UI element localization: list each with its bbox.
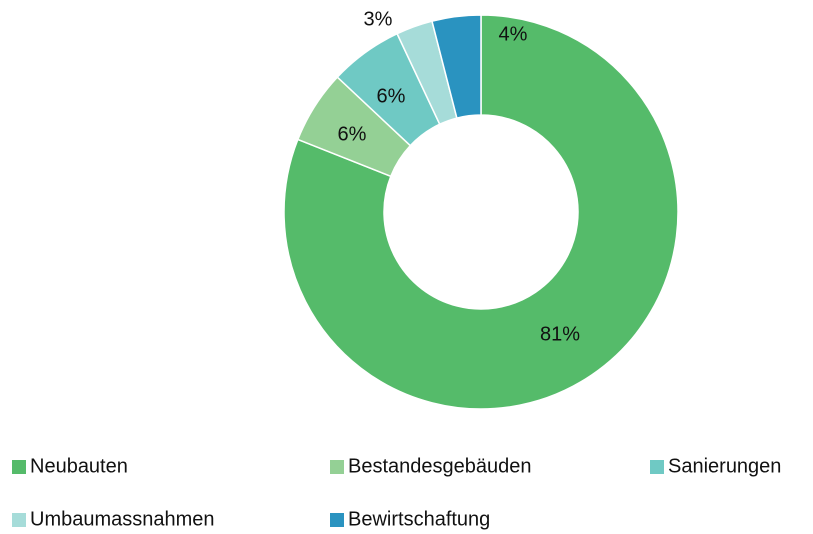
data-label: 6% <box>338 123 367 145</box>
legend-swatch <box>12 460 26 474</box>
data-label: 6% <box>377 85 406 107</box>
legend-swatch <box>12 513 26 527</box>
donut-slice <box>431 14 482 119</box>
legend-swatch <box>650 460 664 474</box>
legend-label: Bestandesgebäuden <box>348 455 532 477</box>
legend-swatch <box>330 513 344 527</box>
legend-label: Umbaumassnahmen <box>30 508 215 530</box>
legend-label: Sanierungen <box>668 455 781 477</box>
data-label: 3% <box>364 8 393 30</box>
legend-swatch <box>330 460 344 474</box>
legend-label: Neubauten <box>30 455 128 477</box>
data-label: 4% <box>499 23 528 45</box>
data-label: 81% <box>540 323 580 345</box>
donut-slice <box>283 14 679 410</box>
legend-label: Bewirtschaftung <box>348 508 490 530</box>
